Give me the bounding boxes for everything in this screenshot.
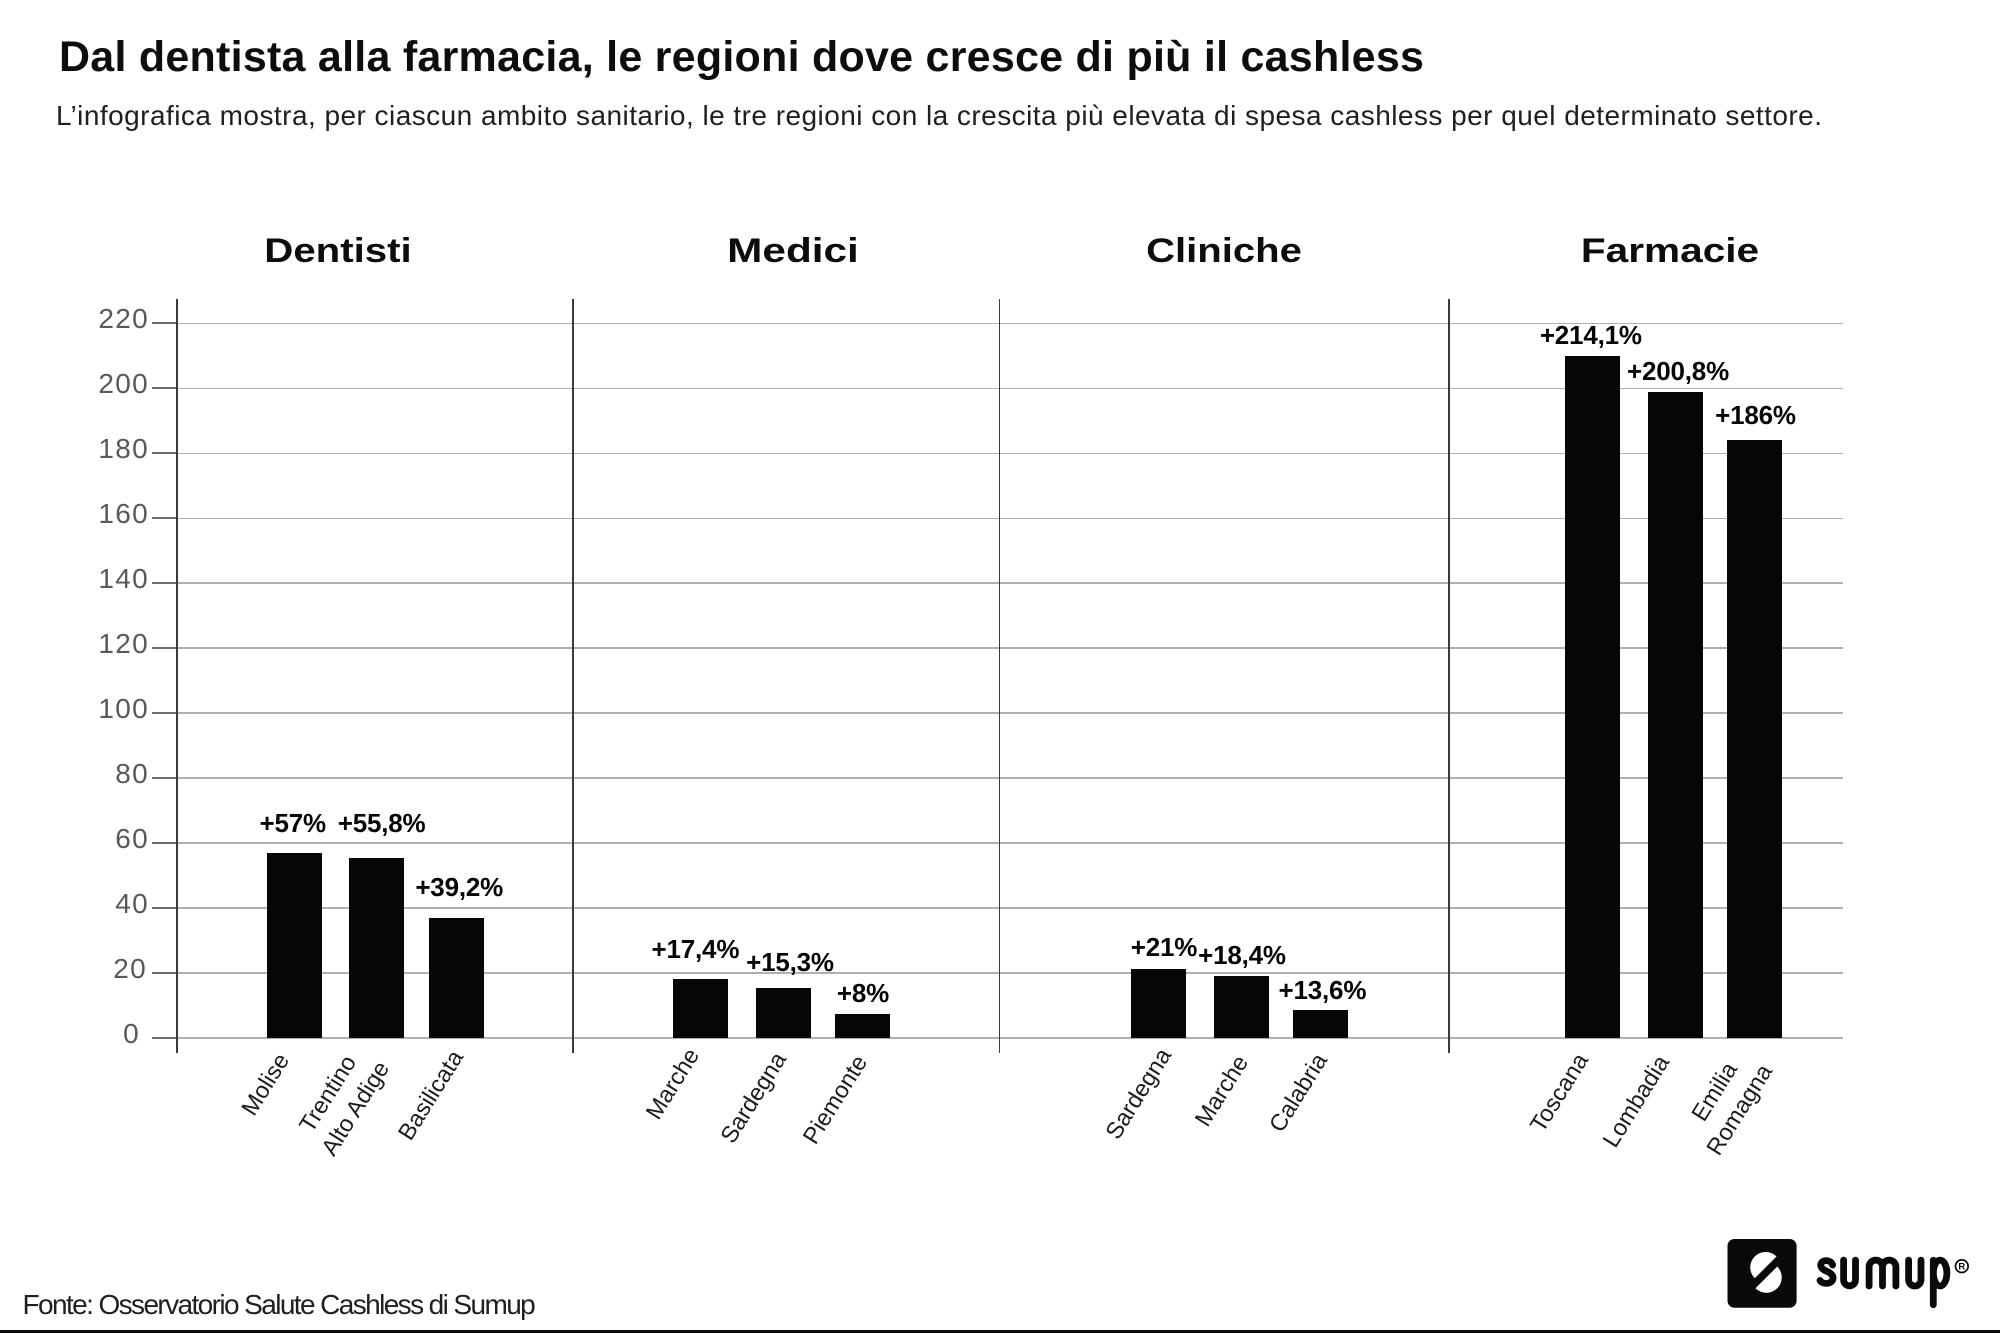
svg-text:R: R — [1958, 1261, 1965, 1272]
